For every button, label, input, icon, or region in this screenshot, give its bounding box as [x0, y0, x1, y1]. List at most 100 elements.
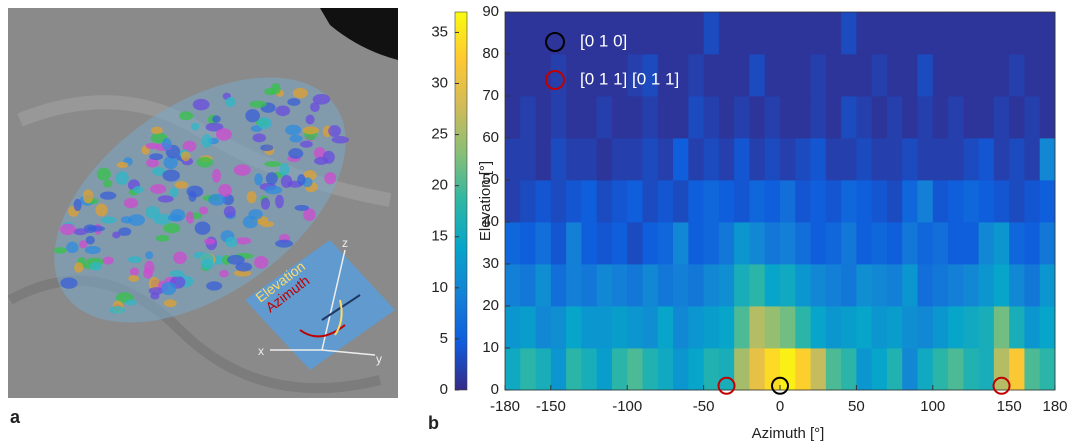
grain — [83, 189, 94, 203]
heatmap-cell — [581, 264, 597, 306]
heatmap-cell — [643, 180, 659, 222]
heatmap-cell — [673, 180, 689, 222]
heatmap-cell — [902, 54, 918, 96]
grain — [287, 98, 300, 106]
heatmap-cell — [1040, 348, 1056, 390]
heatmap-cell — [734, 138, 750, 180]
grain — [112, 231, 120, 238]
heatmap-cell — [1040, 54, 1056, 96]
x-tick-label: 100 — [920, 398, 945, 415]
grain — [245, 109, 260, 122]
heatmap-cell — [719, 348, 735, 390]
heatmap-cell — [872, 264, 888, 306]
heatmap-cell — [841, 306, 857, 348]
grain — [225, 97, 235, 107]
heatmap-cell — [856, 96, 872, 138]
heatmap-cell — [643, 348, 659, 390]
heatmap-cell — [979, 348, 995, 390]
heatmap-cell — [734, 96, 750, 138]
grain — [295, 205, 310, 211]
grain — [306, 115, 315, 125]
heatmap-cell — [520, 12, 536, 54]
heatmap-cell — [948, 348, 964, 390]
grain — [54, 247, 67, 254]
heatmap-cell — [551, 348, 567, 390]
heatmap-cell — [627, 180, 643, 222]
heatmap-cell — [887, 12, 903, 54]
heatmap-cell — [597, 348, 613, 390]
grain — [204, 238, 215, 244]
grain — [133, 186, 143, 193]
heatmap-cell — [643, 96, 659, 138]
heatmap-cell — [948, 222, 964, 264]
heatmap-cell — [765, 264, 781, 306]
heatmap-cell — [658, 180, 674, 222]
heatmap-cell — [643, 306, 659, 348]
heatmap-cell — [841, 12, 857, 54]
heatmap-cell — [795, 138, 811, 180]
x-axis-label: Azimuth [°] — [752, 425, 825, 442]
heatmap-cell — [811, 306, 827, 348]
heatmap-cell — [841, 348, 857, 390]
colorbar-tick-label: 35 — [431, 23, 448, 40]
heatmap-cell — [933, 96, 949, 138]
heatmap-cell — [688, 264, 704, 306]
grain — [297, 174, 305, 185]
heatmap-cell — [1009, 138, 1025, 180]
x-tick-label: -180 — [490, 398, 520, 415]
heatmap-cell — [1009, 264, 1025, 306]
heatmap-cell — [581, 306, 597, 348]
x-tick-label: 0 — [776, 398, 784, 415]
grain — [196, 157, 213, 168]
grain — [74, 262, 83, 273]
heatmap-cell — [520, 54, 536, 96]
grain — [195, 222, 211, 235]
heatmap-cell — [918, 54, 934, 96]
heatmap-cell — [520, 180, 536, 222]
heatmap-cell — [704, 348, 720, 390]
micrograph: Elevation Azimuth x y z — [8, 8, 398, 398]
heatmap-cell — [887, 348, 903, 390]
heatmap-cell — [811, 54, 827, 96]
grain — [288, 148, 303, 159]
grain — [168, 214, 182, 221]
x-tick-label: 150 — [997, 398, 1022, 415]
heatmap-cell — [1040, 138, 1056, 180]
heatmap-cell — [872, 180, 888, 222]
heatmap-cell — [612, 222, 628, 264]
heatmap-cell — [902, 348, 918, 390]
heatmap-cell — [536, 348, 552, 390]
heatmap-cell — [734, 306, 750, 348]
heatmap-cell — [566, 180, 582, 222]
heatmap-cell — [994, 306, 1010, 348]
heatmap-cell — [856, 222, 872, 264]
grain — [175, 181, 189, 189]
heatmap-cell — [979, 222, 995, 264]
heatmap-cell — [1024, 306, 1040, 348]
heatmap-cell — [963, 138, 979, 180]
grain — [254, 173, 262, 185]
heatmap-cell — [765, 12, 781, 54]
heatmap-cell — [688, 348, 704, 390]
grain — [161, 282, 176, 295]
heatmap-cell — [780, 54, 796, 96]
heatmap-cell — [749, 96, 765, 138]
grain — [219, 270, 229, 277]
y-tick-label: 70 — [482, 87, 499, 104]
heatmap-cell — [658, 96, 674, 138]
heatmap-cell — [979, 180, 995, 222]
panel-label: b — [428, 413, 439, 433]
x-tick-label: -50 — [693, 398, 715, 415]
heatmap-cell — [933, 264, 949, 306]
heatmap-cell — [856, 12, 872, 54]
heatmap-cell — [963, 12, 979, 54]
grain — [144, 261, 154, 275]
heatmap-cell — [811, 180, 827, 222]
panel-label: a — [10, 407, 21, 427]
heatmap-cell — [994, 138, 1010, 180]
x-tick-label: -150 — [536, 398, 566, 415]
heatmap-cell — [765, 180, 781, 222]
grain — [313, 94, 331, 105]
heatmap-cell — [704, 12, 720, 54]
heatmap-cell — [581, 138, 597, 180]
